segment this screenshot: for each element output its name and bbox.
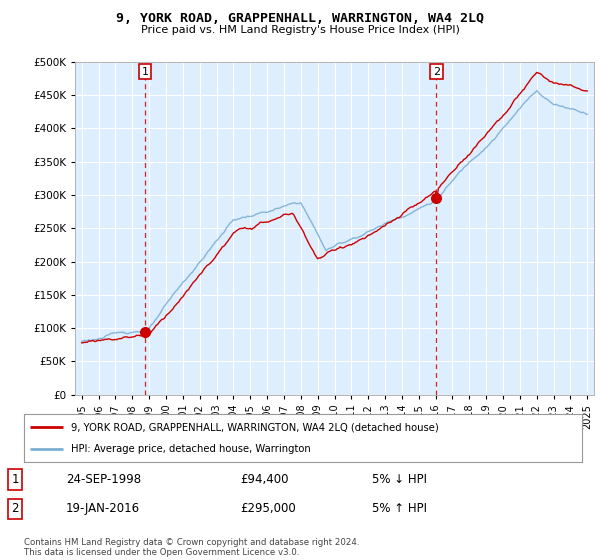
Text: 2: 2	[11, 502, 19, 515]
Text: 24-SEP-1998: 24-SEP-1998	[66, 473, 141, 486]
Text: Price paid vs. HM Land Registry's House Price Index (HPI): Price paid vs. HM Land Registry's House …	[140, 25, 460, 35]
Text: 5% ↓ HPI: 5% ↓ HPI	[372, 473, 427, 486]
Text: 9, YORK ROAD, GRAPPENHALL, WARRINGTON, WA4 2LQ (detached house): 9, YORK ROAD, GRAPPENHALL, WARRINGTON, W…	[71, 422, 439, 432]
Text: 1: 1	[11, 473, 19, 486]
Text: HPI: Average price, detached house, Warrington: HPI: Average price, detached house, Warr…	[71, 444, 311, 454]
Text: 19-JAN-2016: 19-JAN-2016	[66, 502, 140, 515]
Text: 9, YORK ROAD, GRAPPENHALL, WARRINGTON, WA4 2LQ: 9, YORK ROAD, GRAPPENHALL, WARRINGTON, W…	[116, 12, 484, 25]
Text: 2: 2	[433, 67, 440, 77]
Text: £94,400: £94,400	[240, 473, 289, 486]
Text: 1: 1	[142, 67, 148, 77]
Text: Contains HM Land Registry data © Crown copyright and database right 2024.
This d: Contains HM Land Registry data © Crown c…	[24, 538, 359, 557]
Text: 5% ↑ HPI: 5% ↑ HPI	[372, 502, 427, 515]
Text: £295,000: £295,000	[240, 502, 296, 515]
